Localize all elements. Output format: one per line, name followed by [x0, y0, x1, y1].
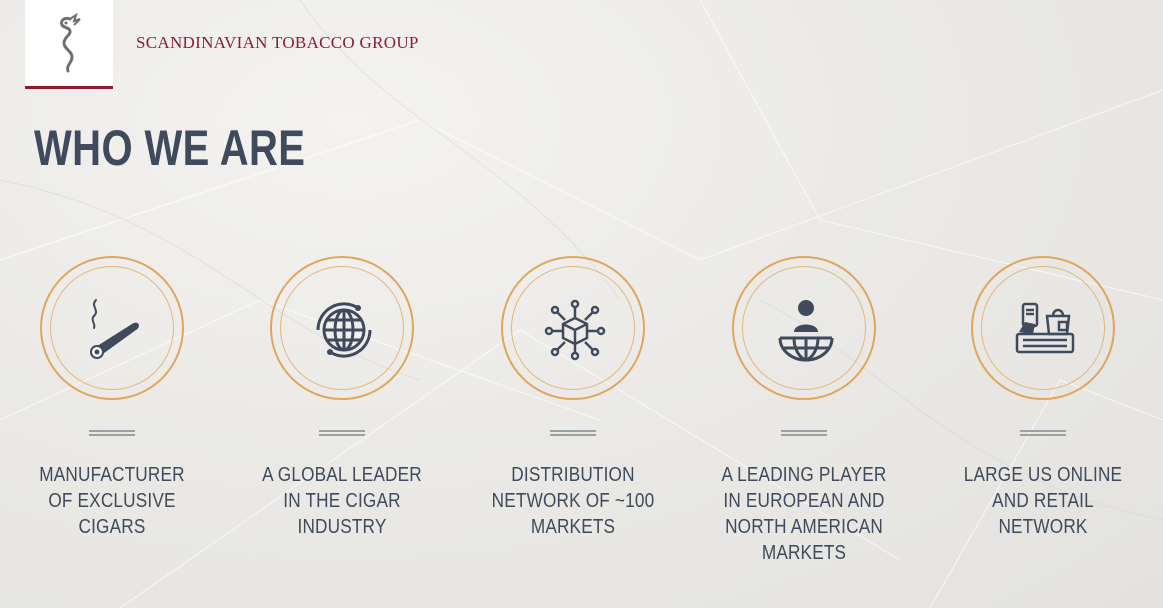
- icon-circle: [732, 256, 876, 400]
- icon-circle: [971, 256, 1115, 400]
- icon-circle: [501, 256, 645, 400]
- feature-item-leading-player: A LEADING PLAYER IN EUROPEAN AND NORTH A…: [704, 256, 904, 564]
- feature-label: LARGE US ONLINE AND RETAIL NETWORK: [963, 464, 1123, 538]
- globe-icon: [316, 302, 372, 358]
- divider: [89, 430, 135, 436]
- icon-circle: [40, 256, 184, 400]
- online-shop-icon: [1015, 302, 1075, 354]
- brand-name[interactable]: SCANDINAVIAN TOBACCO GROUP: [136, 33, 419, 52]
- seahorse-logo-icon: [60, 13, 81, 73]
- icon-circle: [270, 256, 414, 400]
- feature-label: A GLOBAL LEADER IN THE CIGAR INDUSTRY: [262, 464, 422, 538]
- feature-label: A LEADING PLAYER IN EUROPEAN AND NORTH A…: [721, 464, 887, 564]
- divider: [1020, 430, 1066, 436]
- logo-box[interactable]: [25, 0, 113, 89]
- feature-item-distribution: DISTRIBUTION NETWORK OF ~100 MARKETS: [473, 256, 673, 556]
- feature-item-manufacturer: MANUFACTURER OF EXCLUSIVE CIGARS: [12, 256, 212, 556]
- page-title: WHO WE ARE: [34, 120, 306, 176]
- feature-item-online-retail: LARGE US ONLINE AND RETAIL NETWORK: [943, 256, 1143, 556]
- network-icon: [544, 299, 606, 361]
- feature-item-global-leader: A GLOBAL LEADER IN THE CIGAR INDUSTRY: [242, 256, 442, 556]
- divider: [781, 430, 827, 436]
- cigar-icon: [90, 299, 139, 359]
- divider: [319, 430, 365, 436]
- person-globe-icon: [778, 300, 834, 362]
- feature-label: MANUFACTURER OF EXCLUSIVE CIGARS: [39, 464, 185, 538]
- feature-label: DISTRIBUTION NETWORK OF ~100 MARKETS: [491, 464, 655, 538]
- divider: [550, 430, 596, 436]
